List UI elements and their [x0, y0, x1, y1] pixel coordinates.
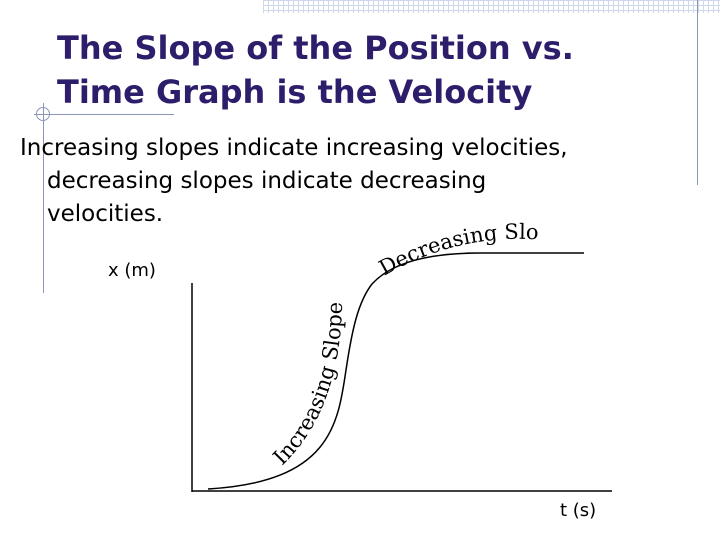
decreasing-slope-label: Decreasing Slope [0, 0, 539, 280]
decorative-grid-pattern [263, 0, 720, 13]
slide-title: The Slope of the Position vs. Time Graph… [57, 26, 617, 114]
decorative-vertical-line-right [697, 0, 698, 185]
body-line-2: decreasing slopes indicate decreasing [47, 168, 487, 194]
body-line-3: velocities. [47, 201, 164, 227]
decorative-horizontal-line [34, 114, 174, 115]
body-line-1: Increasing slopes indicate increasing ve… [20, 135, 568, 161]
title-line-2: Time Graph is the Velocity [57, 73, 533, 111]
decorative-vertical-line-left [43, 103, 44, 293]
position-curve [207, 252, 584, 490]
x-axis-label: t (s) [560, 500, 597, 521]
body-paragraph: Increasing slopes indicate increasing ve… [20, 132, 710, 231]
increasing-slope-label: Increasing Slope [269, 302, 348, 470]
y-axis-label: x (m) [108, 260, 156, 281]
decorative-circle-marker [36, 107, 50, 121]
title-line-1: The Slope of the Position vs. [57, 29, 574, 67]
